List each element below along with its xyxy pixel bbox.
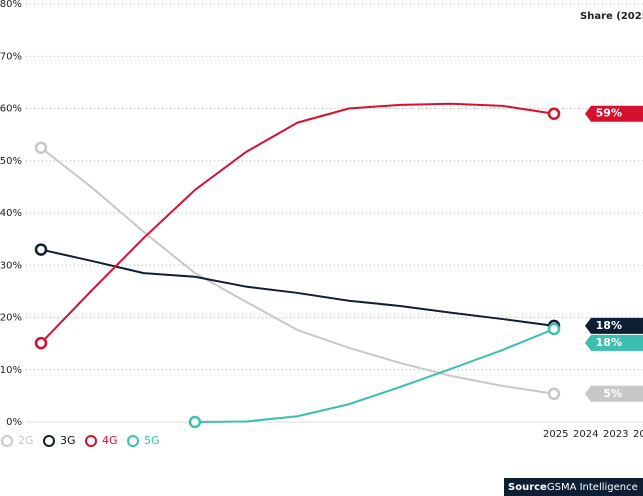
- value-label: 18%: [596, 319, 622, 332]
- source-box: [504, 478, 643, 496]
- value-label-tag: [585, 317, 643, 334]
- x-tick-label: 20: [633, 429, 643, 440]
- source-name: GSMA Intelligence: [547, 482, 638, 493]
- legend-marker: [127, 435, 139, 447]
- y-tick-label: 10%: [0, 365, 22, 376]
- legend-label: 3G: [60, 434, 76, 447]
- value-label: 5%: [603, 387, 622, 400]
- y-tick-label: 80%: [0, 0, 22, 10]
- series-line: [40, 248, 555, 327]
- y-tick-label: 20%: [0, 313, 22, 324]
- value-label-tag: [585, 105, 643, 122]
- series-line: [194, 328, 555, 423]
- x-tick-label: 2024: [573, 429, 598, 440]
- y-tick-label: 70%: [0, 51, 22, 62]
- end-marker: [547, 322, 561, 336]
- legend-label: 4G: [102, 434, 118, 447]
- series-line: [40, 102, 555, 344]
- legend-label: 5G: [144, 434, 160, 447]
- legend-marker: [85, 435, 97, 447]
- x-tick-label: 2025: [543, 429, 568, 440]
- y-tick-label: 40%: [0, 208, 22, 219]
- y-tick-label: 50%: [0, 156, 22, 167]
- value-label: 18%: [596, 336, 622, 349]
- end-marker: [188, 415, 202, 429]
- value-label-tag: [585, 334, 643, 351]
- source-label: Source: [508, 482, 547, 493]
- end-marker: [547, 107, 561, 120]
- legend-marker: [1, 435, 13, 447]
- x-tick-label: 2023: [603, 429, 628, 440]
- end-marker: [34, 336, 48, 350]
- end-marker: [34, 243, 48, 256]
- end-marker: [34, 141, 48, 154]
- series-line: [40, 146, 555, 395]
- y-tick-label: 0%: [6, 417, 22, 428]
- legend-marker: [43, 435, 55, 447]
- end-marker: [547, 387, 561, 401]
- value-label-tag: [585, 385, 643, 402]
- value-label: 59%: [596, 107, 622, 120]
- legend-label: 2G: [18, 434, 34, 447]
- y-tick-label: 30%: [0, 260, 22, 271]
- chart-title: Share (2025): [580, 11, 643, 22]
- y-tick-label: 60%: [0, 104, 22, 115]
- source: SourceGSMA Intelligence: [508, 482, 638, 493]
